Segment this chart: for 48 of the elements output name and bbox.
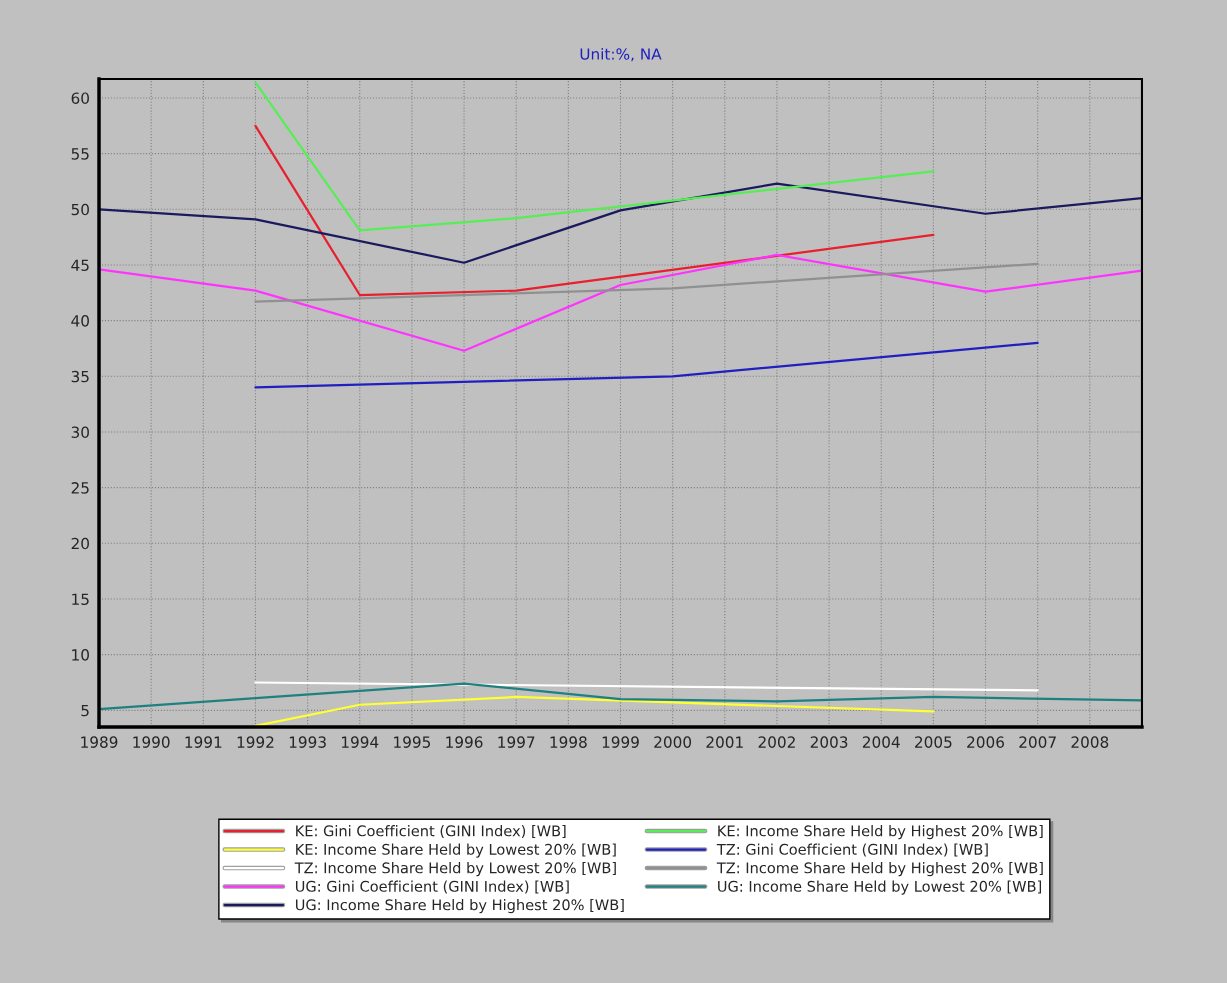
legend-label: TZ: Gini Coefficient (GINI Index) [WB] (716, 843, 988, 857)
x-tick-label: 2000 (654, 736, 692, 748)
x-tick-label: 2006 (967, 736, 1004, 748)
x-tick-label: 1992 (237, 736, 274, 748)
legend-label: UG: Income Share Held by Highest 20% [WB] (295, 899, 624, 914)
x-tick-label: 1999 (602, 736, 639, 748)
y-tick-label: 60 (71, 92, 89, 104)
x-tick-label: 2008 (1071, 736, 1109, 748)
x-tick-label: 1994 (341, 736, 379, 748)
y-tick-label: 5 (81, 704, 89, 717)
y-tick-label: 55 (71, 148, 89, 160)
legend-label: UG: Income Share Held by Lowest 20% [WB] (718, 880, 1042, 895)
chart-title: Unit:%, NA (580, 47, 662, 62)
line-series (99, 682, 1142, 711)
x-tick-label: 2004 (862, 736, 900, 748)
y-tick-label: 50 (71, 203, 89, 216)
x-tick-label: 1998 (550, 736, 587, 748)
legend-label: KE: Gini Coefficient (GINI Index) [WB] (296, 825, 566, 839)
x-tick-label: 1995 (394, 736, 431, 748)
line-series (99, 182, 1142, 264)
x-tick-label: 2001 (706, 736, 743, 748)
y-tick-label: 35 (71, 370, 89, 383)
legend-label: UG: Gini Coefficient (GINI Index) [WB] (295, 880, 569, 894)
x-tick-label: 1997 (498, 736, 535, 748)
x-tick-label: 1991 (185, 736, 222, 748)
y-tick-label: 20 (71, 537, 89, 550)
x-tick-label: 2005 (915, 736, 952, 748)
x-tick-label: 2007 (1019, 736, 1056, 748)
y-tick-label: 45 (71, 259, 89, 271)
x-tick-label: 1989 (81, 736, 118, 748)
x-tick-label: 1990 (133, 736, 170, 748)
y-tick-label: 25 (71, 482, 89, 494)
x-tick-label: 1996 (446, 736, 483, 748)
line-series (99, 253, 1142, 352)
legend-label: KE: Income Share Held by Highest 20% [WB] (718, 825, 1043, 840)
x-tick-label: 2003 (810, 736, 848, 748)
line-series (254, 124, 935, 297)
y-tick-label: 10 (72, 649, 89, 661)
x-tick-label: 1993 (289, 736, 326, 748)
legend-label: TZ: Income Share Held by Lowest 20% [WB] (294, 862, 616, 877)
line-series (254, 81, 935, 232)
y-tick-label: 30 (71, 426, 89, 438)
y-tick-label: 15 (72, 593, 89, 606)
line-series (254, 695, 935, 728)
legend-label: TZ: Income Share Held by Highest 20% [WB] (716, 862, 1043, 877)
x-tick-label: 2002 (758, 736, 795, 748)
y-tick-label: 40 (71, 315, 89, 327)
legend-label: KE: Income Share Held by Lowest 20% [WB] (296, 843, 616, 858)
